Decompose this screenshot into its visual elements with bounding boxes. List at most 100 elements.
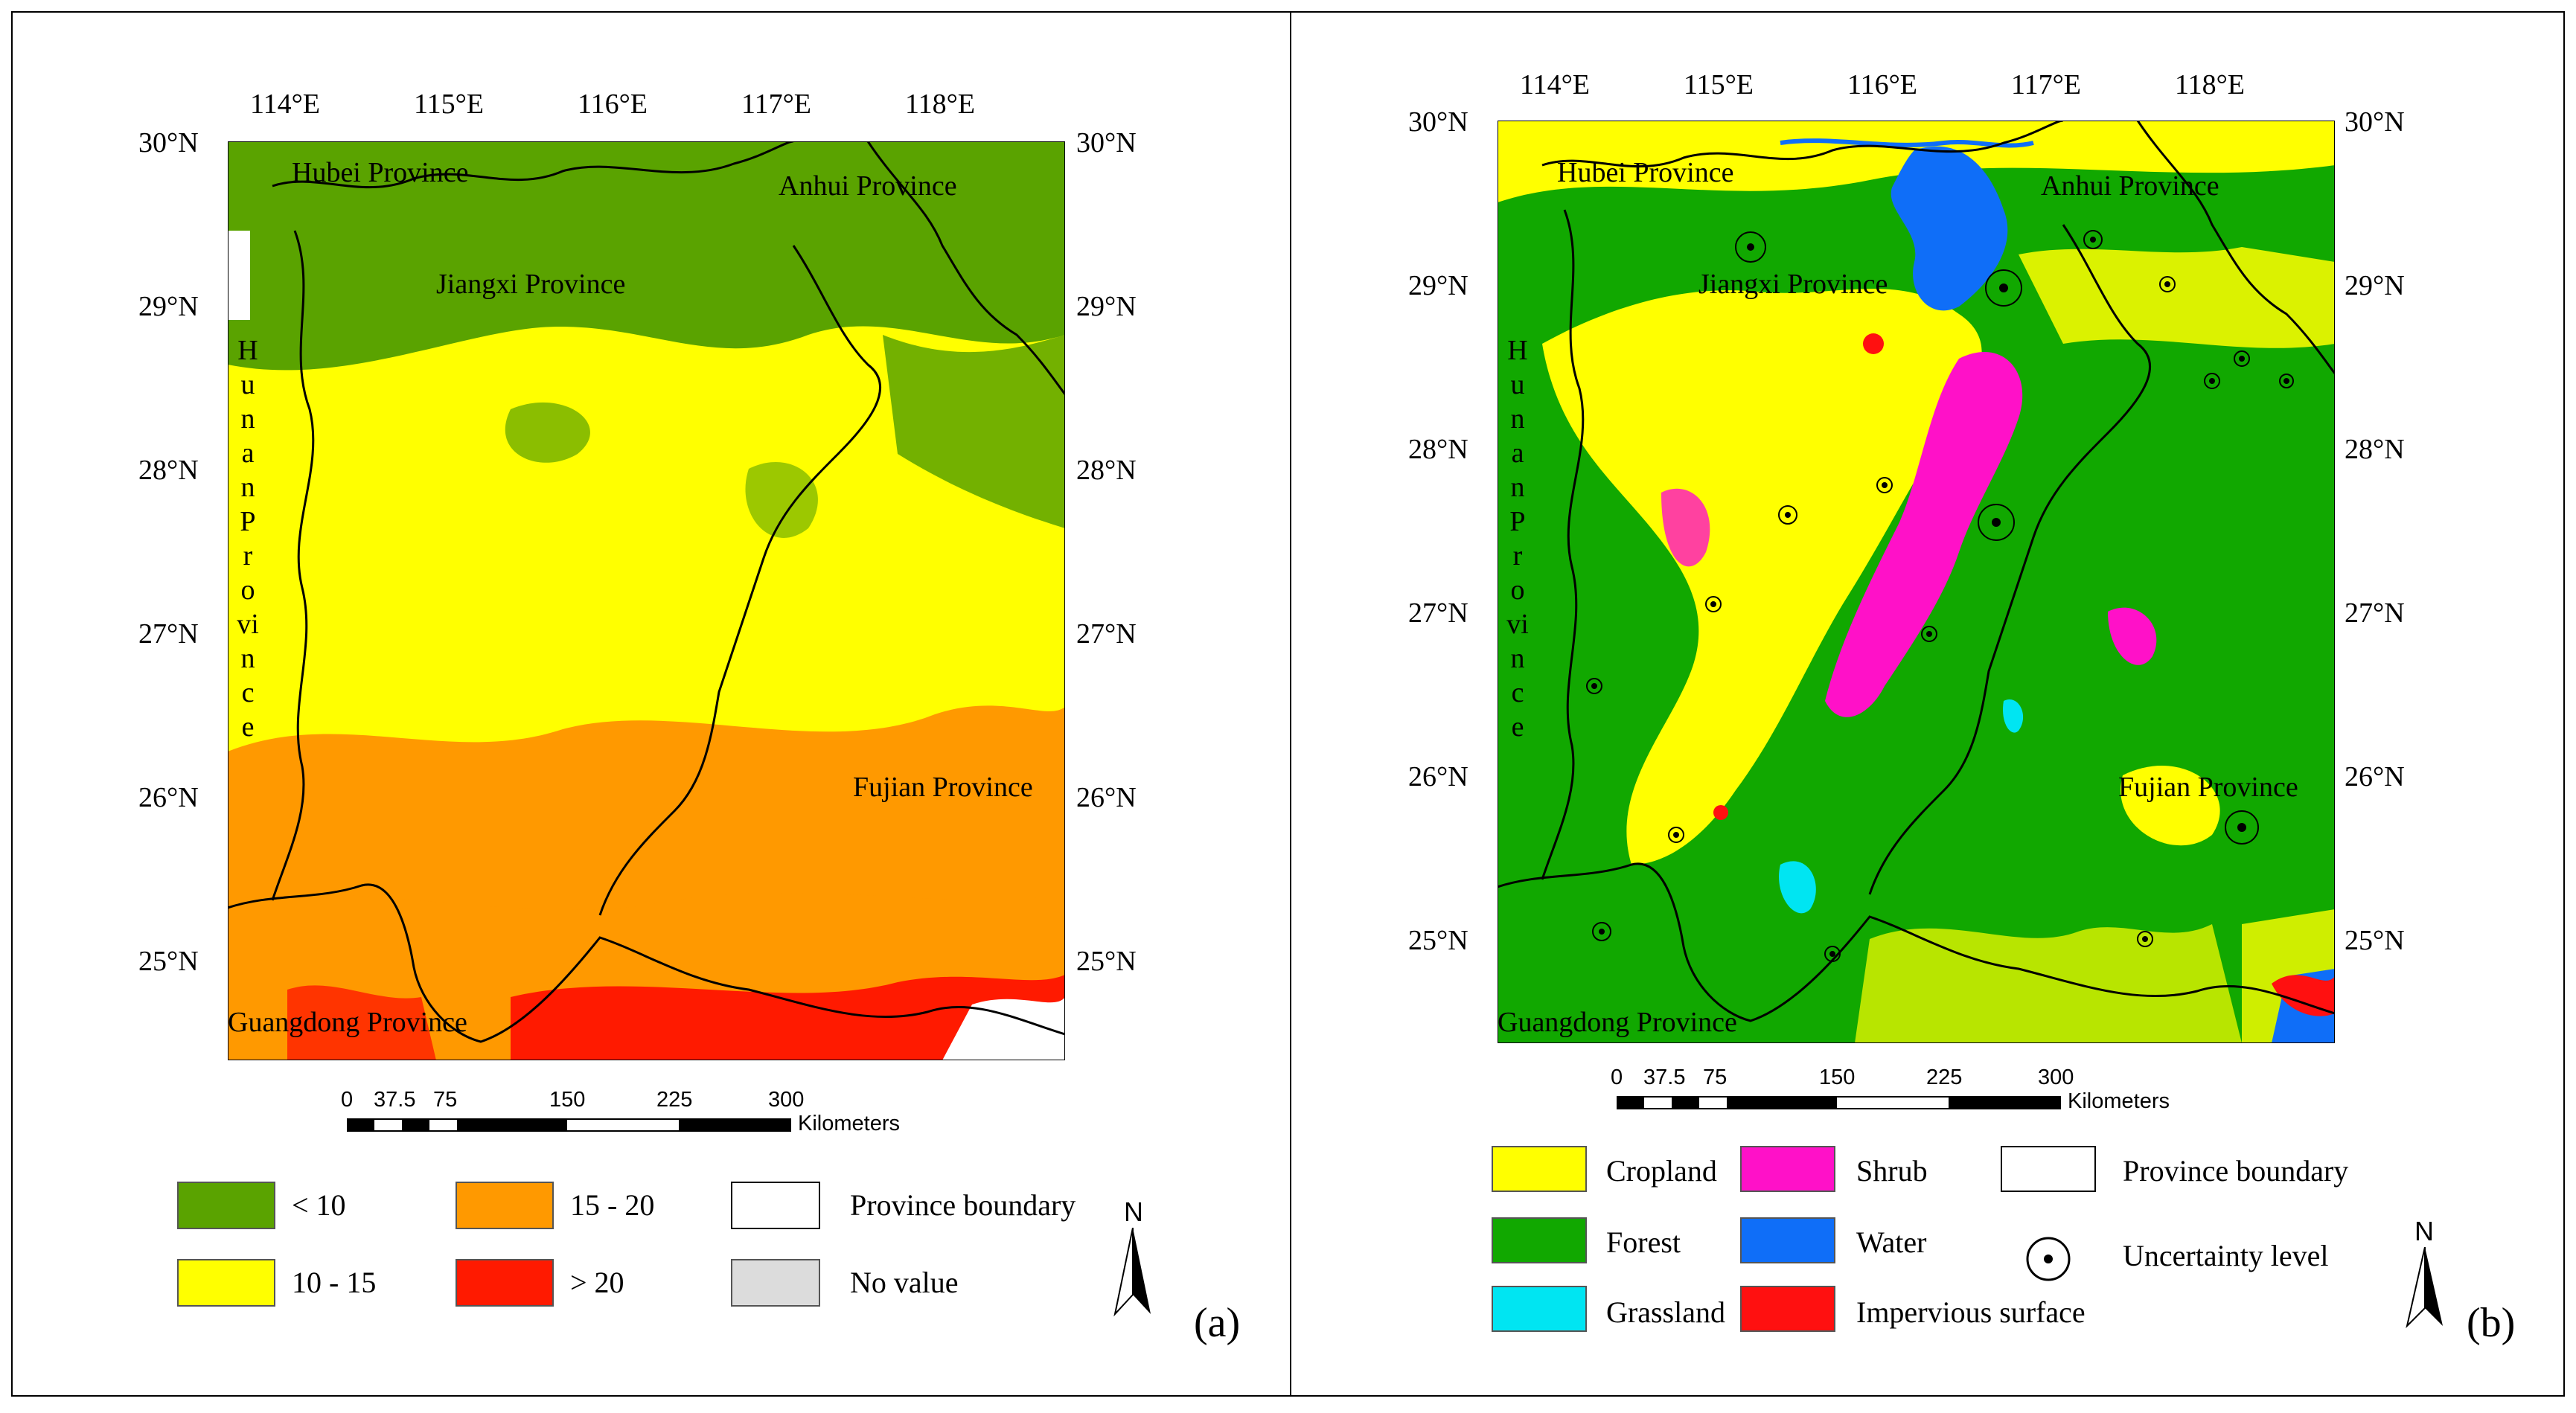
legend-label: No value	[850, 1266, 959, 1299]
boundary-west	[271, 230, 315, 901]
scale-unit: Kilometers	[798, 1112, 900, 1135]
panel-label-a: (a)	[1194, 1300, 1241, 1346]
lat-tick-right: 26°N	[1076, 782, 1137, 813]
zone-lt10-east	[883, 335, 1065, 528]
lat-tick-left: 25°N	[1408, 925, 1468, 956]
impervious-nanchang	[1863, 333, 1884, 354]
scale-tick: 75	[1703, 1066, 1728, 1089]
lat-tick-left: 25°N	[138, 946, 199, 977]
lat-tick-right: 29°N	[1076, 291, 1137, 322]
boundary-north	[1541, 121, 2064, 168]
province-guangdong: Guangdong Province	[1498, 1007, 1737, 1038]
zone-novalue	[942, 997, 1065, 1060]
legend-swatch-novalue	[731, 1259, 820, 1307]
lon-tick: 116°E	[1847, 69, 1917, 100]
north-arrow-icon	[2406, 1247, 2443, 1329]
lat-tick-right: 30°N	[2345, 106, 2405, 138]
zone-lt10-north	[228, 141, 1065, 371]
legend-label: Water	[1856, 1225, 1927, 1259]
grassland-patch-2	[2003, 699, 2024, 733]
boundary-north	[272, 141, 794, 189]
panel-label-b: (b)	[2467, 1300, 2516, 1346]
legend-label: Impervious surface	[1856, 1295, 2086, 1329]
cropland-main	[1542, 289, 1982, 865]
province-hubei: Hubei Province	[1557, 157, 1734, 188]
water-poyang	[1891, 146, 2008, 311]
north-label: N	[2414, 1216, 2434, 1246]
province-hunan: Hunan Province	[237, 335, 259, 743]
scale-tick: 150	[549, 1088, 586, 1112]
north-label: N	[1124, 1196, 1143, 1227]
lon-tick: 117°E	[2011, 69, 2081, 100]
boundary-east	[866, 141, 1065, 395]
scale-tick: 150	[1819, 1066, 1856, 1089]
legend-label: Shrub	[1856, 1154, 1928, 1188]
legend-label: Grassland	[1606, 1295, 1725, 1329]
scale-tick: 225	[1926, 1066, 1963, 1089]
scale-tick: 225	[656, 1088, 693, 1112]
lat-tick-left: 26°N	[1408, 761, 1468, 792]
boundary-ne-inner	[1868, 224, 2152, 895]
north-arrow-icon	[1113, 1228, 1151, 1317]
boundary-south	[228, 883, 1065, 1043]
scale-tick: 300	[768, 1088, 805, 1112]
province-fujian: Fujian Province	[853, 772, 1033, 803]
cropland-south	[1855, 924, 2242, 1043]
province-hubei: Hubei Province	[292, 157, 469, 188]
legend-label: < 10	[292, 1188, 346, 1222]
lat-tick-left: 27°N	[1408, 597, 1468, 629]
scale-unit: Kilometers	[2068, 1089, 2170, 1113]
shrub-zone	[1825, 352, 2023, 717]
uncertainty-level-icon	[2026, 1237, 2071, 1281]
grassland-patch	[1779, 861, 1816, 914]
legend-label: Province boundary	[850, 1188, 1076, 1222]
boundary-east	[2136, 121, 2335, 374]
zone-gt20	[511, 975, 1065, 1060]
lat-tick-left: 27°N	[138, 618, 199, 650]
lat-tick-left: 30°N	[1408, 106, 1468, 138]
uncertainty-markers	[1586, 230, 2294, 962]
lat-tick-left: 29°N	[1408, 270, 1468, 301]
legend-label: 15 - 20	[570, 1188, 655, 1222]
panel-b-frame	[1290, 11, 2565, 1397]
impervious-ganzhou	[1713, 805, 1728, 820]
lat-tick-left: 26°N	[138, 782, 199, 813]
panel-a-map	[228, 141, 1065, 1060]
legend-swatch-grassland	[1492, 1286, 1587, 1332]
legend-swatch-impervious	[1740, 1286, 1835, 1332]
scale-tick: 300	[2038, 1066, 2074, 1089]
zone-lt10-patch2	[745, 462, 818, 538]
lat-tick-right: 25°N	[1076, 946, 1137, 977]
province-hunan: Hunan Province	[1506, 335, 1529, 743]
lat-tick-right: 30°N	[1076, 127, 1137, 158]
province-guangdong: Guangdong Province	[228, 1007, 467, 1038]
boundary-ne-inner	[598, 245, 882, 916]
legend-swatch-gt20	[456, 1259, 554, 1307]
scale-tick: 37.5	[1643, 1066, 1686, 1089]
lon-tick: 118°E	[905, 89, 975, 120]
legend-label: > 20	[570, 1266, 624, 1299]
lon-tick: 115°E	[414, 89, 484, 120]
lat-tick-left: 28°N	[138, 455, 199, 486]
zone-novalue-2	[228, 231, 250, 320]
lat-tick-left: 28°N	[1408, 434, 1468, 465]
shrub-zone-2	[2108, 607, 2157, 665]
lat-tick-right: 28°N	[2345, 434, 2405, 465]
cropland-ne	[2019, 247, 2335, 348]
scale-bar	[1617, 1096, 2061, 1109]
legend-label: Province boundary	[2123, 1154, 2349, 1188]
lon-tick: 114°E	[1520, 69, 1590, 100]
province-jiangxi: Jiangxi Province	[1698, 269, 1888, 300]
legend-label: Cropland	[1606, 1154, 1717, 1188]
legend-swatch-cropland	[1492, 1146, 1587, 1192]
legend-swatch-15-20	[456, 1182, 554, 1229]
zone-lt10-patch	[505, 402, 590, 463]
province-anhui: Anhui Province	[779, 170, 957, 202]
province-fujian: Fujian Province	[2118, 772, 2298, 803]
legend-swatch-lt10	[177, 1182, 275, 1229]
lat-tick-right: 27°N	[2345, 597, 2405, 629]
legend-label: Uncertainty level	[2123, 1239, 2329, 1272]
lat-tick-right: 25°N	[2345, 925, 2405, 956]
province-jiangxi: Jiangxi Province	[436, 269, 626, 300]
lon-tick: 117°E	[741, 89, 811, 120]
